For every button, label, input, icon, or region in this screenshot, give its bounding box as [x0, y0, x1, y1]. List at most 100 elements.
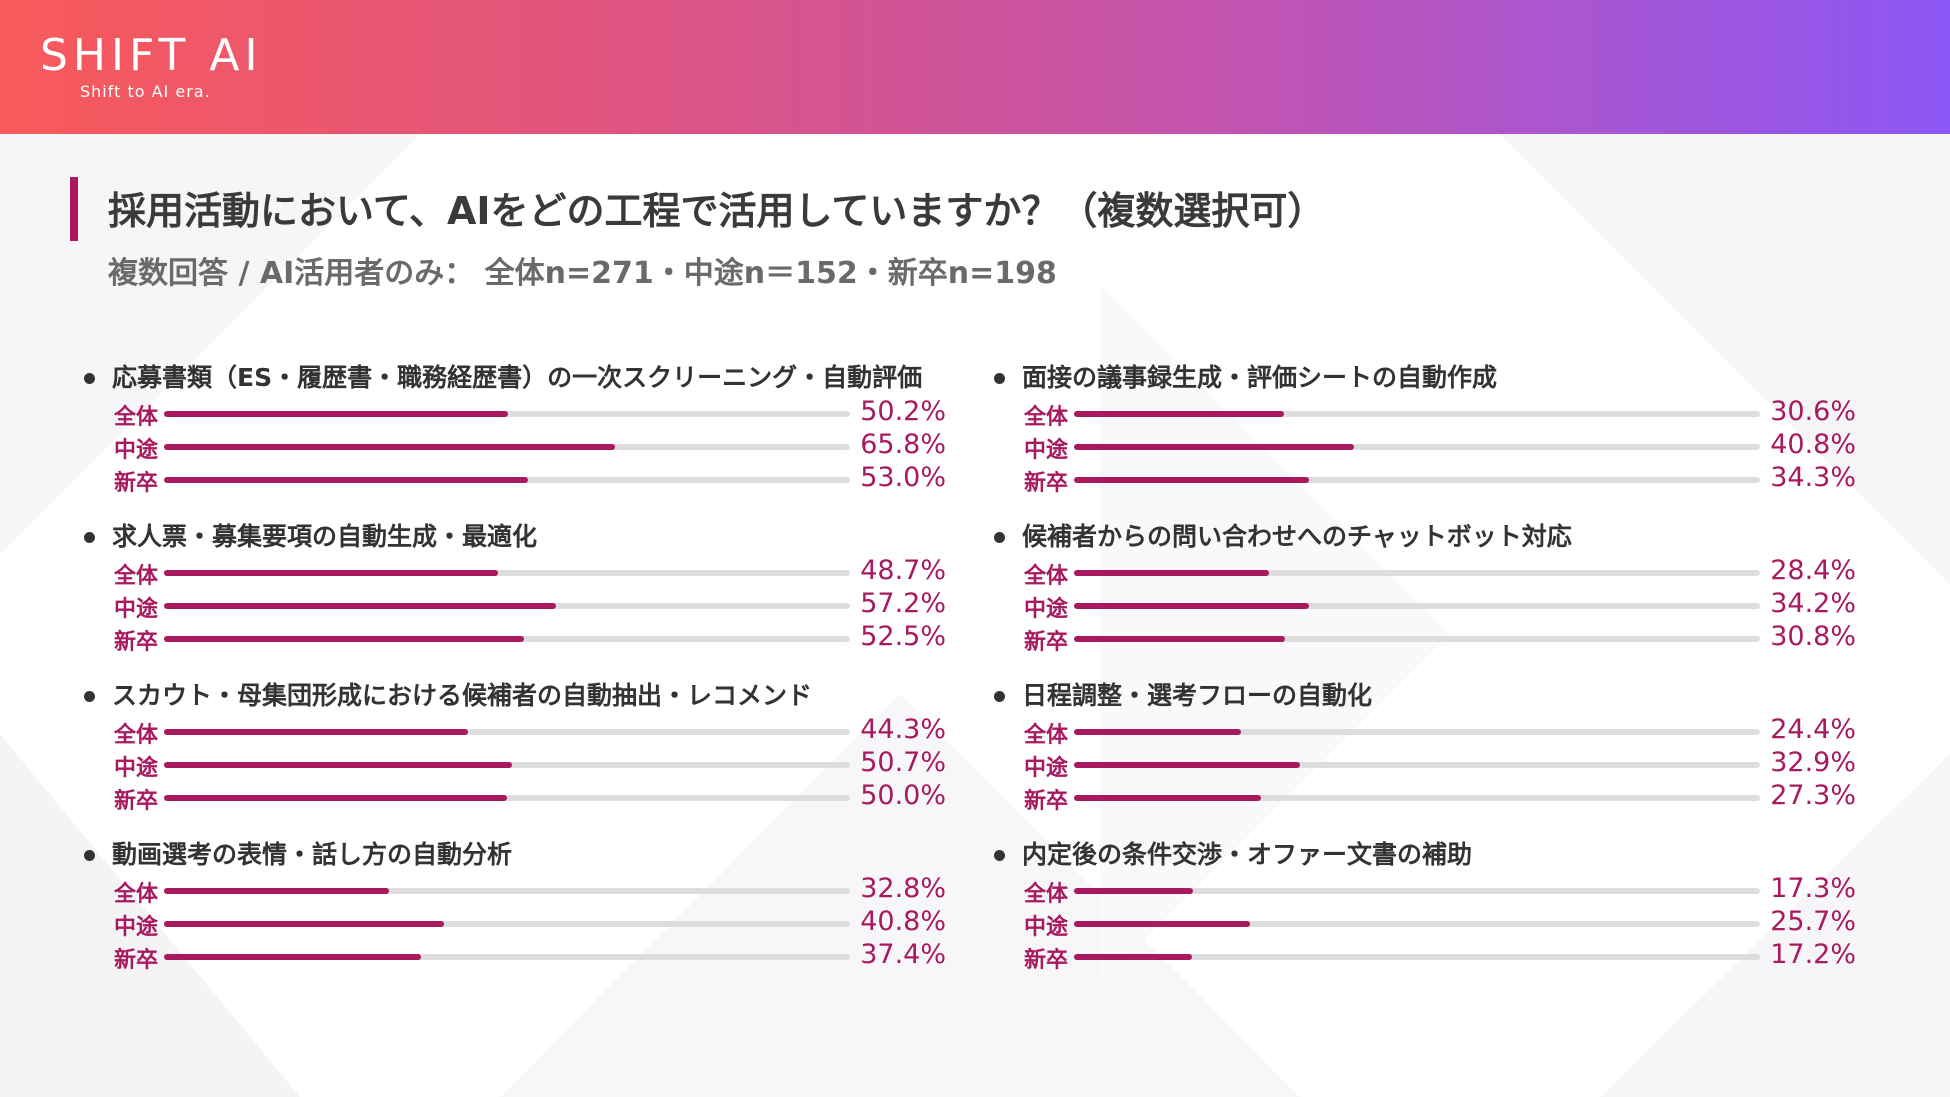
category-label: スカウト・母集団形成における候補者の自動抽出・レコメンド [112, 681, 813, 710]
series-label: 中途 [114, 756, 159, 781]
category-label: 面接の議事録生成・評価シートの自動作成 [1022, 363, 1498, 392]
bar-track [1074, 636, 1760, 642]
bar-track [164, 444, 850, 450]
bar-row: 全体 32.8% [70, 873, 950, 907]
bar-track [1074, 795, 1760, 801]
bar-row: 中途 40.8% [980, 429, 1860, 463]
bar-row: 中途 25.7% [980, 906, 1860, 940]
bar-track [1074, 954, 1760, 960]
series-label: 全体 [1024, 564, 1069, 589]
bar-row: 新卒 53.0% [70, 462, 950, 496]
bar-row: 全体 28.4% [980, 555, 1860, 589]
shift-ai-logo: SHIFT AI [40, 30, 263, 81]
value-label: 50.2% [860, 396, 946, 427]
category-label: 内定後の条件交渉・オファー文書の補助 [1022, 840, 1473, 869]
series-label: 新卒 [1024, 789, 1069, 814]
bar [164, 921, 444, 927]
series-label: 全体 [1024, 723, 1069, 748]
bar-track [1074, 411, 1760, 417]
value-label: 44.3% [860, 714, 946, 745]
bullet-dot [84, 850, 95, 861]
background-pattern [0, 134, 1950, 1097]
bar [1074, 729, 1242, 735]
bar-track [164, 921, 850, 927]
bar-track [164, 477, 850, 483]
value-label: 37.4% [860, 939, 946, 970]
category-label: 求人票・募集要項の自動生成・最適化 [112, 522, 538, 551]
series-label: 新卒 [114, 471, 159, 496]
series-label: 新卒 [114, 948, 159, 973]
bar-row: 全体 44.3% [70, 714, 950, 748]
bar [1074, 603, 1309, 609]
bar-row: 新卒 30.8% [980, 621, 1860, 655]
value-label: 65.8% [860, 429, 946, 460]
bar-row: 全体 48.7% [70, 555, 950, 589]
value-label: 17.2% [1770, 939, 1856, 970]
bar-track [1074, 888, 1760, 894]
value-label: 50.0% [860, 780, 946, 811]
bar [1074, 636, 1286, 642]
bar [1074, 954, 1192, 960]
bar [1074, 888, 1193, 894]
value-label: 17.3% [1770, 873, 1856, 904]
category-group: 内定後の条件交渉・オファー文書の補助全体 17.3% 中途 25.7% 新卒 17.2% [980, 835, 1860, 985]
value-label: 27.3% [1770, 780, 1856, 811]
value-label: 53.0% [860, 462, 946, 493]
bar-track [164, 795, 850, 801]
series-label: 新卒 [114, 630, 159, 655]
category-label: 応募書類（ES・履歴書・職務経歴書）の一次スクリーニング・自動評価 [112, 363, 923, 392]
value-label: 40.8% [1770, 429, 1856, 460]
bar [164, 477, 528, 483]
series-label: 中途 [114, 597, 159, 622]
bar-row: 中途 32.9% [980, 747, 1860, 781]
category-label: 候補者からの問い合わせへのチャットボット対応 [1022, 522, 1572, 551]
category-group: 日程調整・選考フローの自動化 全体 24.4% 中途 32.9% 新卒 27.3% [980, 676, 1860, 826]
bar-track [164, 411, 850, 417]
value-label: 30.6% [1770, 396, 1856, 427]
bar-row: 新卒 52.5% [70, 621, 950, 655]
series-label: 中途 [1024, 915, 1069, 940]
category-group: 候補者からの問い合わせへのチャットボット対応 全体 28.4% 中途 34.2% 新卒 30… [980, 517, 1860, 667]
value-label: 32.9% [1770, 747, 1856, 778]
bar [1074, 762, 1300, 768]
series-label: 新卒 [1024, 471, 1069, 496]
bar [164, 411, 509, 417]
series-label: 全体 [1024, 882, 1069, 907]
bar-track [1074, 603, 1760, 609]
category-label: 日程調整・選考フローの自動化 [1022, 681, 1373, 710]
bar [1074, 444, 1354, 450]
value-label: 30.8% [1770, 621, 1856, 652]
series-label: 新卒 [1024, 630, 1069, 655]
bullet-dot [994, 532, 1005, 543]
series-label: 全体 [1024, 405, 1069, 430]
bar [164, 603, 557, 609]
bar [164, 888, 389, 894]
bar [164, 636, 525, 642]
bullet-dot [994, 691, 1005, 702]
bar-row: 新卒 27.3% [980, 780, 1860, 814]
bar-track [164, 636, 850, 642]
bar-row: 新卒 17.2% [980, 939, 1860, 973]
bar-row: 新卒 34.3% [980, 462, 1860, 496]
bar-track [1074, 477, 1760, 483]
bar-track [164, 888, 850, 894]
bar-track [164, 603, 850, 609]
bullet-dot [994, 373, 1005, 384]
bar-row: 中途 50.7% [70, 747, 950, 781]
bar-track [164, 570, 850, 576]
series-label: 全体 [114, 723, 159, 748]
series-label: 中途 [1024, 756, 1069, 781]
bar-track [1074, 921, 1760, 927]
series-label: 新卒 [114, 789, 159, 814]
category-group: 動画選考の表情・話し方の自動分析 全体 32.8% 中途 40.8% 新卒 37.4% [70, 835, 950, 985]
bar-track [1074, 444, 1760, 450]
value-label: 57.2% [860, 588, 946, 619]
bar-row: 全体 30.6% [980, 396, 1860, 430]
value-label: 50.7% [860, 747, 946, 778]
bar-track [1074, 570, 1760, 576]
logo-tagline: Shift to AI era. [80, 82, 211, 101]
bar [1074, 570, 1269, 576]
category-group: スカウト・母集団形成における候補者の自動抽出・レコメンド全体 44.3% 中途 50.… [70, 676, 950, 826]
value-label: 25.7% [1770, 906, 1856, 937]
bar [1074, 477, 1310, 483]
